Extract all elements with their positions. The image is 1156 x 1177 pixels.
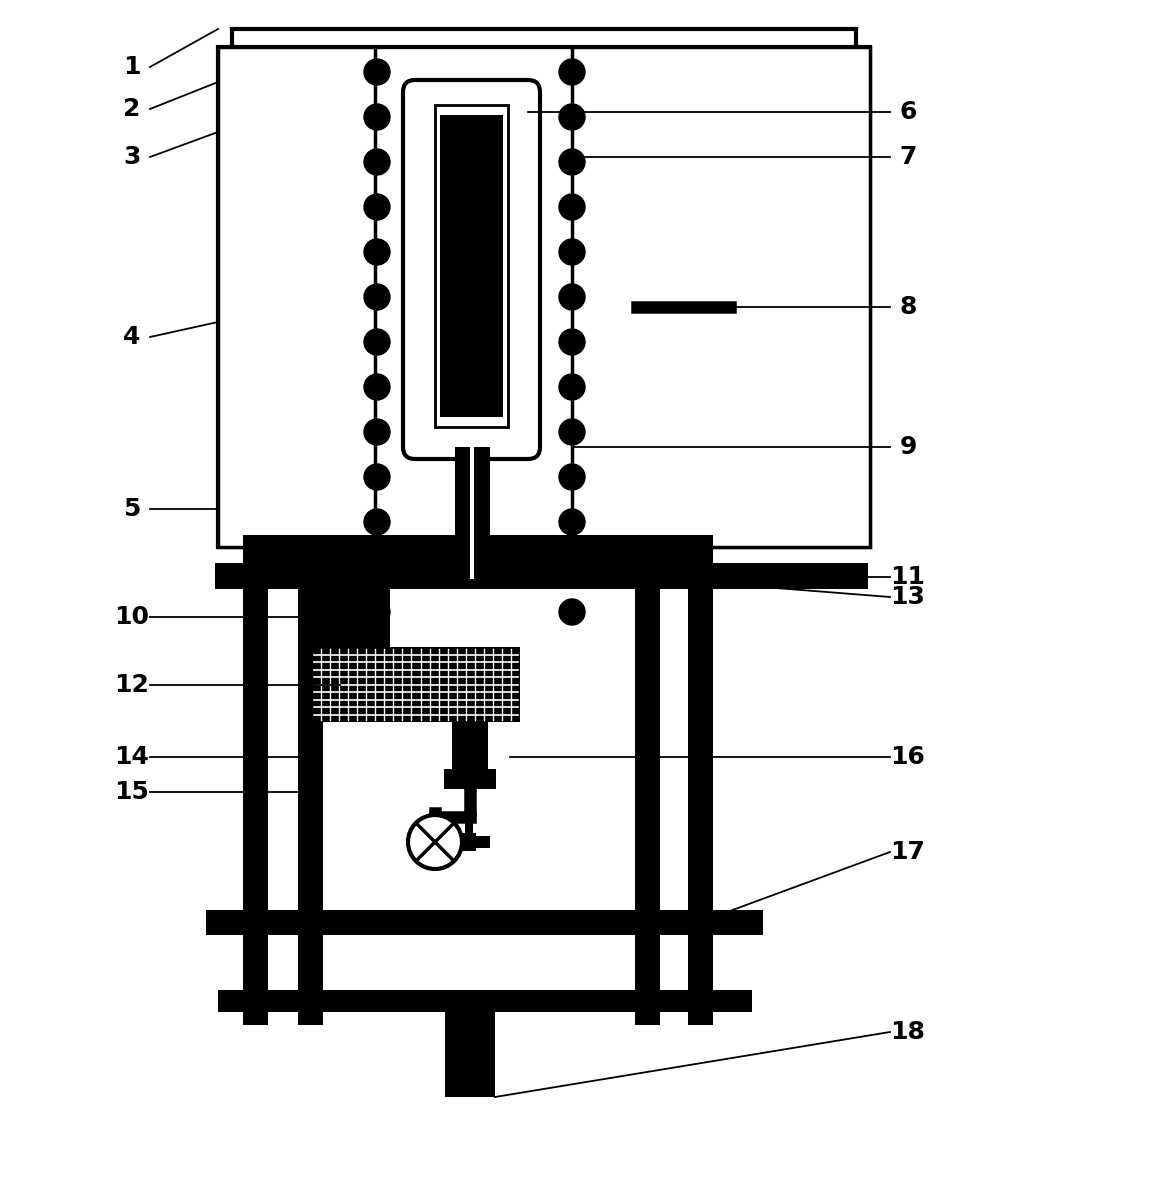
Text: 9: 9 [899, 435, 917, 459]
Text: 2: 2 [124, 97, 141, 121]
Bar [445, 1012, 495, 1097]
Bar [476, 836, 490, 847]
Bar [572, 47, 870, 547]
Circle shape [560, 284, 585, 310]
Circle shape [560, 464, 585, 490]
Circle shape [364, 59, 390, 85]
Circle shape [364, 330, 390, 355]
Circle shape [364, 239, 390, 265]
Text: 7: 7 [899, 145, 917, 169]
Bar [218, 990, 753, 1012]
Circle shape [560, 419, 585, 445]
Bar [474, 447, 490, 579]
Circle shape [364, 599, 390, 625]
Circle shape [560, 554, 585, 580]
Bar [218, 47, 870, 547]
Bar [462, 833, 476, 851]
Circle shape [560, 508, 585, 536]
Bar [312, 647, 520, 722]
Text: 10: 10 [114, 605, 149, 629]
Text: 4: 4 [124, 325, 141, 350]
Circle shape [560, 374, 585, 400]
Circle shape [364, 104, 390, 129]
Bar [435, 105, 507, 427]
Bar [452, 722, 488, 769]
Text: 12: 12 [114, 673, 149, 697]
Circle shape [364, 374, 390, 400]
Circle shape [364, 149, 390, 175]
Circle shape [560, 104, 585, 129]
Circle shape [560, 599, 585, 625]
Text: 17: 17 [890, 840, 926, 864]
Bar [215, 563, 868, 588]
Text: 16: 16 [890, 745, 926, 769]
Bar [445, 543, 501, 563]
Text: 6: 6 [899, 100, 917, 124]
Bar [301, 588, 390, 647]
Text: 15: 15 [114, 780, 149, 804]
Bar [440, 115, 503, 417]
Circle shape [364, 284, 390, 310]
Bar [444, 769, 496, 789]
Text: 18: 18 [890, 1020, 926, 1044]
Circle shape [560, 330, 585, 355]
Bar [218, 47, 375, 547]
Bar [470, 447, 474, 579]
Circle shape [364, 464, 390, 490]
Bar [465, 814, 473, 833]
Text: 11: 11 [890, 565, 926, 588]
Circle shape [560, 149, 585, 175]
Bar [455, 447, 470, 579]
Text: 13: 13 [890, 585, 926, 609]
FancyBboxPatch shape [403, 80, 540, 459]
Text: 3: 3 [124, 145, 141, 169]
Circle shape [560, 59, 585, 85]
Circle shape [408, 814, 462, 869]
Text: 14: 14 [114, 745, 149, 769]
Circle shape [560, 194, 585, 220]
Bar [232, 29, 855, 47]
Circle shape [560, 239, 585, 265]
Circle shape [364, 194, 390, 220]
Text: 5: 5 [124, 497, 141, 521]
Text: 8: 8 [899, 295, 917, 319]
Circle shape [364, 508, 390, 536]
Circle shape [364, 419, 390, 445]
Circle shape [364, 554, 390, 580]
Text: 1: 1 [124, 55, 141, 79]
